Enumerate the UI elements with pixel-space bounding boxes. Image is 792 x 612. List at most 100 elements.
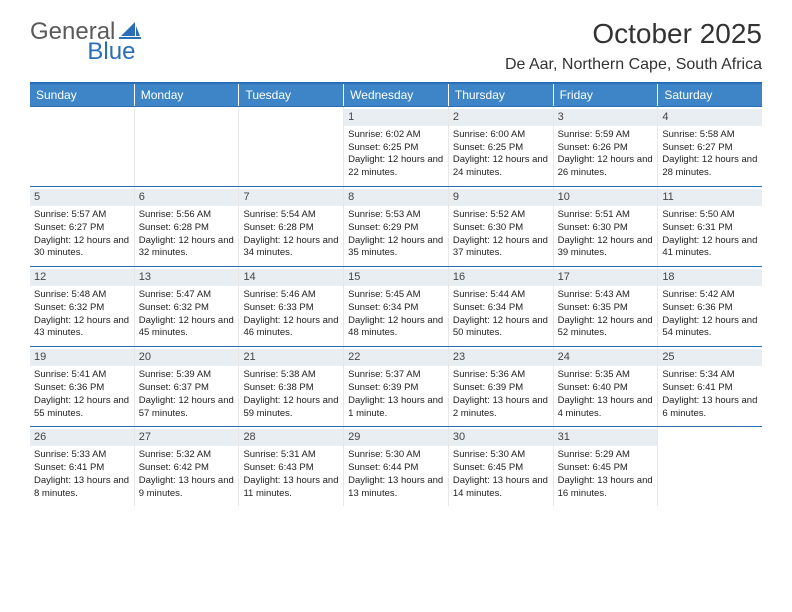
day-details: Sunrise: 5:36 AM Sunset: 6:39 PM Dayligh…	[453, 369, 549, 420]
day-cell: 10Sunrise: 5:51 AM Sunset: 6:30 PM Dayli…	[554, 187, 659, 266]
weekday-header: Saturday	[658, 84, 762, 106]
day-details: Sunrise: 5:52 AM Sunset: 6:30 PM Dayligh…	[453, 209, 549, 260]
day-cell: 25 Sunrise: 5:34 AM Sunset: 6:41 PM Dayli…	[658, 347, 762, 426]
weekday-header: Sunday	[30, 84, 135, 106]
day-cell: 17 Sunrise: 5:43 AM Sunset: 6:35 PM Dayli…	[554, 267, 659, 346]
day-cell: 6 Sunrise: 5:56 AM Sunset: 6:28 PM Daylig…	[135, 187, 240, 266]
day-details: Sunrise: 5:58 AM Sunset: 6:27 PM Dayligh…	[662, 129, 758, 180]
week-row: 26 Sunrise: 5:33 AM Sunset: 6:41 PM Dayli…	[30, 426, 762, 506]
day-cell: 22Sunrise: 5:37 AM Sunset: 6:39 PM Dayli…	[344, 347, 449, 426]
day-details: Sunrise: 5:56 AM Sunset: 6:28 PM Dayligh…	[139, 209, 235, 260]
day-details: Sunrise: 5:45 AM Sunset: 6:34 PM Dayligh…	[348, 289, 444, 340]
day-cell: 3 Sunrise: 5:59 AM Sunset: 6:26 PM Daylig…	[554, 107, 659, 186]
day-number: 10	[554, 189, 658, 206]
day-number: 13	[135, 269, 239, 286]
day-details: Sunrise: 5:44 AM Sunset: 6:34 PM Dayligh…	[453, 289, 549, 340]
day-cell: 20 Sunrise: 5:39 AM Sunset: 6:37 PM Dayli…	[135, 347, 240, 426]
day-details: Sunrise: 5:33 AM Sunset: 6:41 PM Dayligh…	[34, 449, 130, 500]
day-cell: 16 Sunrise: 5:44 AM Sunset: 6:34 PM Dayli…	[449, 267, 554, 346]
day-cell: 11Sunrise: 5:50 AM Sunset: 6:31 PM Dayli…	[658, 187, 762, 266]
header: General Blue October 2025 De Aar, Northe…	[0, 0, 792, 74]
weekday-header-row: Sunday Monday Tuesday Wednesday Thursday…	[30, 84, 762, 106]
day-details: Sunrise: 5:43 AM Sunset: 6:35 PM Dayligh…	[558, 289, 654, 340]
weeks-container: ...1Sunrise: 6:02 AM Sunset: 6:25 PM Day…	[30, 106, 762, 506]
day-number: 24	[554, 349, 658, 366]
day-details: Sunrise: 5:31 AM Sunset: 6:43 PM Dayligh…	[243, 449, 339, 500]
day-number: 8	[344, 189, 448, 206]
day-cell: 13 Sunrise: 5:47 AM Sunset: 6:32 PM Dayli…	[135, 267, 240, 346]
day-cell: 2Sunrise: 6:00 AM Sunset: 6:25 PM Daylig…	[449, 107, 554, 186]
day-details: Sunrise: 5:37 AM Sunset: 6:39 PM Dayligh…	[348, 369, 444, 420]
day-number: 4	[658, 109, 762, 126]
day-number: 14	[239, 269, 343, 286]
day-number: 2	[449, 109, 553, 126]
logo: General Blue	[30, 18, 193, 46]
week-row: ...1Sunrise: 6:02 AM Sunset: 6:25 PM Day…	[30, 106, 762, 186]
day-details: Sunrise: 5:48 AM Sunset: 6:32 PM Dayligh…	[34, 289, 130, 340]
day-number: 23	[449, 349, 553, 366]
month-title: October 2025	[505, 18, 762, 50]
day-details: Sunrise: 5:30 AM Sunset: 6:45 PM Dayligh…	[453, 449, 549, 500]
calendar: Sunday Monday Tuesday Wednesday Thursday…	[30, 82, 762, 506]
day-cell: .	[30, 107, 135, 186]
day-number: 31	[554, 429, 658, 446]
day-number: 28	[239, 429, 343, 446]
weekday-header: Thursday	[449, 84, 554, 106]
day-cell: 15Sunrise: 5:45 AM Sunset: 6:34 PM Dayli…	[344, 267, 449, 346]
day-number: 3	[554, 109, 658, 126]
day-cell: .	[239, 107, 344, 186]
day-details: Sunrise: 5:29 AM Sunset: 6:45 PM Dayligh…	[558, 449, 654, 500]
day-number: 18	[658, 269, 762, 286]
day-details: Sunrise: 5:35 AM Sunset: 6:40 PM Dayligh…	[558, 369, 654, 420]
day-number: 17	[554, 269, 658, 286]
weekday-header: Monday	[135, 84, 240, 106]
day-number: 19	[30, 349, 134, 366]
title-block: October 2025 De Aar, Northern Cape, Sout…	[505, 18, 762, 74]
day-details: Sunrise: 5:39 AM Sunset: 6:37 PM Dayligh…	[139, 369, 235, 420]
day-cell: 8 Sunrise: 5:53 AM Sunset: 6:29 PM Daylig…	[344, 187, 449, 266]
location-text: De Aar, Northern Cape, South Africa	[505, 56, 762, 74]
day-cell: .	[658, 427, 762, 506]
day-details: Sunrise: 5:32 AM Sunset: 6:42 PM Dayligh…	[139, 449, 235, 500]
day-details: Sunrise: 6:02 AM Sunset: 6:25 PM Dayligh…	[348, 129, 444, 180]
weekday-header: Friday	[554, 84, 659, 106]
day-cell: .	[135, 107, 240, 186]
day-cell: 9 Sunrise: 5:52 AM Sunset: 6:30 PM Daylig…	[449, 187, 554, 266]
day-details: Sunrise: 5:47 AM Sunset: 6:32 PM Dayligh…	[139, 289, 235, 340]
day-number: 12	[30, 269, 134, 286]
day-cell: 4 Sunrise: 5:58 AM Sunset: 6:27 PM Daylig…	[658, 107, 762, 186]
day-cell: 23 Sunrise: 5:36 AM Sunset: 6:39 PM Dayli…	[449, 347, 554, 426]
day-cell: 26 Sunrise: 5:33 AM Sunset: 6:41 PM Dayli…	[30, 427, 135, 506]
weekday-header: Wednesday	[344, 84, 449, 106]
day-number: 20	[135, 349, 239, 366]
day-details: Sunrise: 5:46 AM Sunset: 6:33 PM Dayligh…	[243, 289, 339, 340]
day-cell: 28 Sunrise: 5:31 AM Sunset: 6:43 PM Dayli…	[239, 427, 344, 506]
week-row: 12 Sunrise: 5:48 AM Sunset: 6:32 PM Dayli…	[30, 266, 762, 346]
day-details: Sunrise: 5:41 AM Sunset: 6:36 PM Dayligh…	[34, 369, 130, 420]
day-number: 26	[30, 429, 134, 446]
day-details: Sunrise: 5:53 AM Sunset: 6:29 PM Dayligh…	[348, 209, 444, 260]
day-number: 25	[658, 349, 762, 366]
day-cell: 31 Sunrise: 5:29 AM Sunset: 6:45 PM Dayli…	[554, 427, 659, 506]
day-details: Sunrise: 5:38 AM Sunset: 6:38 PM Dayligh…	[243, 369, 339, 420]
week-row: 19 Sunrise: 5:41 AM Sunset: 6:36 PM Dayli…	[30, 346, 762, 426]
week-row: 5Sunrise: 5:57 AM Sunset: 6:27 PM Daylig…	[30, 186, 762, 266]
day-number: 29	[344, 429, 448, 446]
day-number: 9	[449, 189, 553, 206]
day-number: 16	[449, 269, 553, 286]
day-cell: 7Sunrise: 5:54 AM Sunset: 6:28 PM Daylig…	[239, 187, 344, 266]
day-number: 6	[135, 189, 239, 206]
day-cell: 24 Sunrise: 5:35 AM Sunset: 6:40 PM Dayli…	[554, 347, 659, 426]
day-cell: 27 Sunrise: 5:32 AM Sunset: 6:42 PM Dayli…	[135, 427, 240, 506]
day-cell: 18Sunrise: 5:42 AM Sunset: 6:36 PM Dayli…	[658, 267, 762, 346]
day-details: Sunrise: 5:34 AM Sunset: 6:41 PM Dayligh…	[662, 369, 758, 420]
day-cell: 14 Sunrise: 5:46 AM Sunset: 6:33 PM Dayli…	[239, 267, 344, 346]
day-number: 27	[135, 429, 239, 446]
day-details: Sunrise: 5:59 AM Sunset: 6:26 PM Dayligh…	[558, 129, 654, 180]
day-cell: 12 Sunrise: 5:48 AM Sunset: 6:32 PM Dayli…	[30, 267, 135, 346]
day-details: Sunrise: 5:57 AM Sunset: 6:27 PM Dayligh…	[34, 209, 130, 260]
day-number: 11	[658, 189, 762, 206]
day-cell: 30Sunrise: 5:30 AM Sunset: 6:45 PM Dayli…	[449, 427, 554, 506]
day-number: 1	[344, 109, 448, 126]
day-number: 21	[239, 349, 343, 366]
